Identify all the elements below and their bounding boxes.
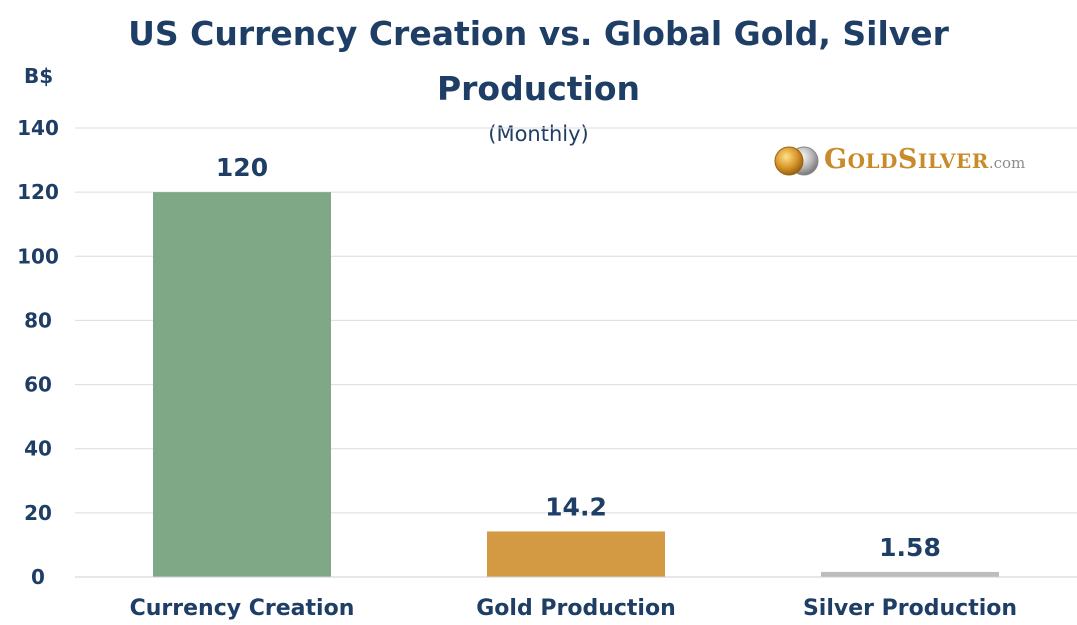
logo-text-g: G	[824, 144, 848, 175]
data-label-2: 14.2	[545, 492, 607, 521]
logo-text-ilver: ILVER	[917, 149, 989, 173]
bar-3	[821, 571, 999, 577]
bar-1	[153, 192, 331, 577]
y-tick-label-100: 100	[17, 244, 59, 268]
y-tick-label-60: 60	[24, 373, 52, 397]
data-label-3: 1.58	[879, 533, 941, 562]
y-tick-label-40: 40	[24, 437, 52, 461]
logo-text-s: S	[897, 144, 918, 175]
y-tick-label-0: 0	[31, 565, 45, 589]
logo-text-old: OLD	[847, 149, 898, 173]
logo-text-com: .com	[988, 154, 1026, 172]
data-label-1: 120	[216, 153, 268, 182]
y-tick-label-80: 80	[24, 308, 52, 332]
chart-title-line-2: Production	[436, 69, 641, 108]
goldsilver-logo-text: GOLDSILVER.com	[824, 144, 1025, 175]
bar-2	[487, 531, 665, 577]
x-tick-label-1: Currency Creation	[130, 596, 355, 621]
chart-subtitle: (Monthly)	[488, 122, 589, 146]
y-tick-label-140: 140	[17, 116, 59, 140]
gold-silver-coins-icon	[774, 146, 819, 176]
x-tick-label-3: Silver Production	[803, 596, 1017, 621]
y-axis-label: B$	[24, 64, 54, 88]
x-tick-label-2: Gold Production	[476, 596, 676, 621]
y-tick-label-20: 20	[24, 501, 52, 525]
goldsilver-logo: GOLDSILVER.com	[772, 140, 1077, 182]
y-tick-label-120: 120	[17, 180, 59, 204]
chart-title-line-1: US Currency Creation vs. Global Gold, Si…	[128, 14, 949, 53]
